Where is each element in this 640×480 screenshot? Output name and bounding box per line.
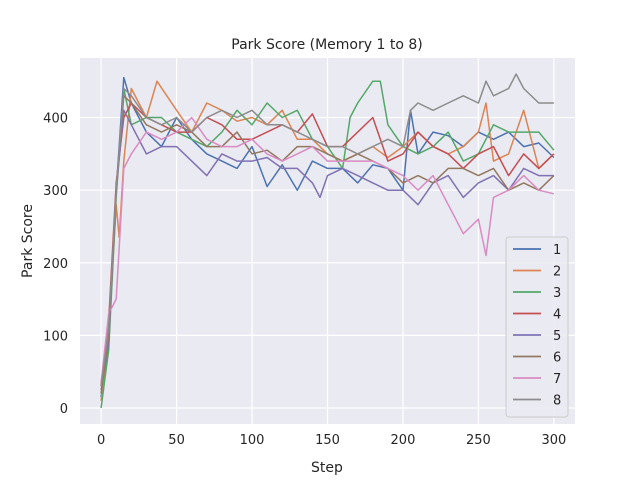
legend-box [505, 236, 569, 418]
grid [80, 58, 575, 424]
y-tick-label: 300 [43, 184, 68, 199]
x-tick-label: 150 [315, 433, 340, 448]
legend-entry: 2 [553, 265, 561, 280]
legend: 1 2 3 4 5 6 7 8 [505, 236, 569, 418]
x-tick-label: 250 [466, 433, 491, 448]
legend-entry: 1 [553, 243, 561, 258]
legend-entry: 7 [553, 372, 561, 387]
x-tick-labels: 0 50 100 150 200 250 300 [97, 433, 566, 448]
y-tick-label: 0 [60, 402, 68, 417]
chart-title: Park Score (Memory 1 to 8) [231, 37, 422, 53]
legend-entry: 6 [553, 351, 561, 366]
x-tick-label: 50 [168, 433, 185, 448]
x-axis-label: Step [311, 460, 343, 476]
x-tick-label: 100 [240, 433, 265, 448]
y-tick-label: 100 [43, 329, 68, 344]
series-line-8 [100, 73, 554, 387]
series-lines [100, 73, 555, 409]
legend-entry: 4 [553, 308, 561, 323]
legend-entry: 8 [553, 394, 561, 409]
legend-entry: 5 [553, 329, 561, 344]
x-tick-label: 200 [391, 433, 416, 448]
series-line-7 [100, 116, 555, 383]
y-tick-label: 200 [43, 257, 68, 272]
series-line-5 [100, 109, 554, 391]
legend-entry: 3 [553, 286, 561, 301]
x-tick-label: 0 [97, 433, 105, 448]
y-tick-label: 400 [43, 112, 68, 127]
y-tick-labels: 0 100 200 300 400 [43, 112, 68, 417]
x-tick-label: 300 [541, 433, 566, 448]
y-axis-label: Park Score [20, 204, 36, 278]
